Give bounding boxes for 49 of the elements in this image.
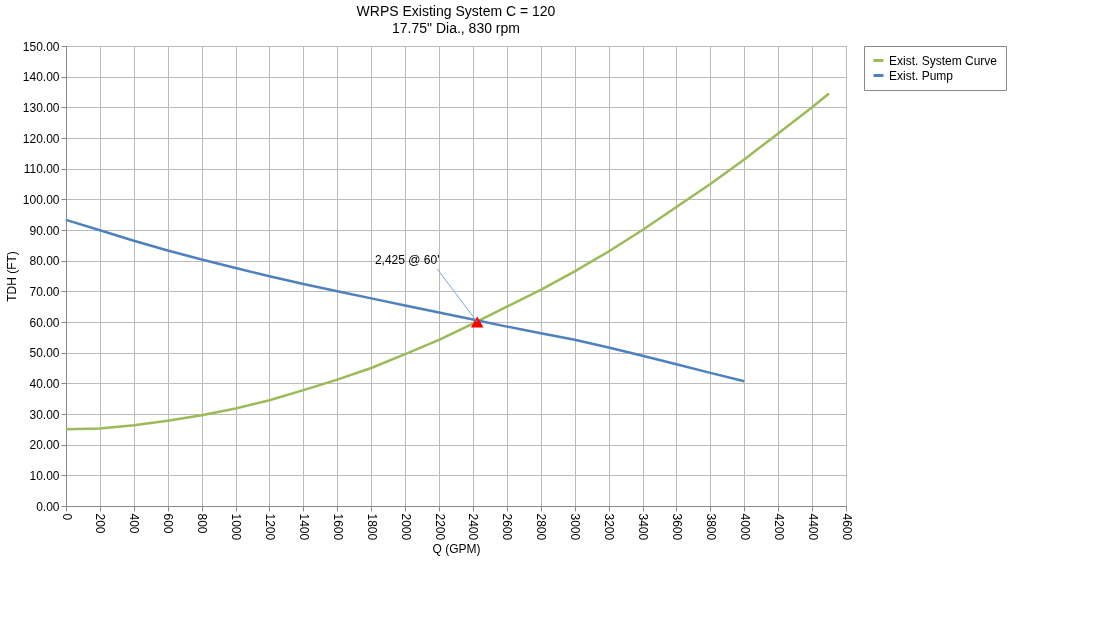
x-tick-label: 2400: [466, 513, 481, 541]
line-series: [64, 218, 746, 383]
x-tick-label: 200: [93, 513, 108, 534]
y-tick-label: 0.00: [36, 499, 60, 514]
x-tick-label: 800: [195, 513, 210, 534]
x-tick-label: 0: [59, 513, 74, 521]
x-tick-label: 2200: [432, 513, 447, 541]
y-axis-title: TDH (FT): [4, 251, 19, 302]
x-tick-label: 1200: [262, 513, 277, 541]
line-series: [64, 92, 831, 431]
y-tick-label: 120.00: [22, 131, 60, 146]
y-tick-label: 140.00: [22, 70, 60, 85]
y-tick-label: 150.00: [22, 39, 60, 54]
x-tick-label: 3000: [568, 513, 583, 541]
x-tick-label: 2800: [534, 513, 549, 541]
x-tick-label: 1600: [330, 513, 345, 541]
y-tick-label: 20.00: [29, 438, 60, 453]
x-tick-label: 4400: [805, 513, 820, 541]
x-tick-label: 1000: [229, 513, 244, 541]
x-tick-label: 2600: [500, 513, 515, 541]
y-tick-label: 110.00: [23, 162, 60, 177]
x-tick-label: 400: [127, 513, 142, 534]
x-tick-label: 2000: [398, 513, 413, 541]
x-tick-label: 3800: [703, 513, 718, 541]
legend-label: Exist. Pump: [889, 68, 954, 83]
y-tick-label: 50.00: [29, 346, 60, 361]
x-tick-label: 4200: [771, 513, 786, 541]
y-tick-label: 70.00: [29, 284, 60, 299]
x-tick-label: 3200: [602, 513, 617, 541]
x-tick-label: 3600: [669, 513, 684, 541]
legend-label: Exist. System Curve: [889, 53, 998, 68]
y-tick-label: 30.00: [29, 407, 60, 422]
y-tick-label: 10.00: [29, 468, 60, 483]
x-tick-label: 4000: [737, 513, 752, 541]
y-tick-label: 60.00: [29, 315, 60, 330]
x-tick-label: 600: [161, 513, 176, 534]
x-tick-label: 1400: [296, 513, 311, 541]
annotation: 2,425 @ 60': [374, 253, 440, 267]
y-tick-label: 80.00: [29, 254, 60, 269]
x-tick-label: 4600: [839, 513, 854, 541]
chart-title: WRPS Existing System C = 120: [356, 3, 556, 19]
y-tick-label: 90.00: [29, 223, 60, 238]
x-axis-title: Q (GPM): [432, 542, 481, 557]
y-tick-label: 40.00: [29, 376, 60, 391]
y-tick-label: 100.00: [22, 192, 60, 207]
y-tick-label: 130.00: [22, 100, 60, 115]
chart-subtitle: 17.75" Dia., 830 rpm: [392, 20, 520, 36]
x-tick-label: 3400: [636, 513, 651, 541]
x-tick-label: 1800: [364, 513, 379, 541]
